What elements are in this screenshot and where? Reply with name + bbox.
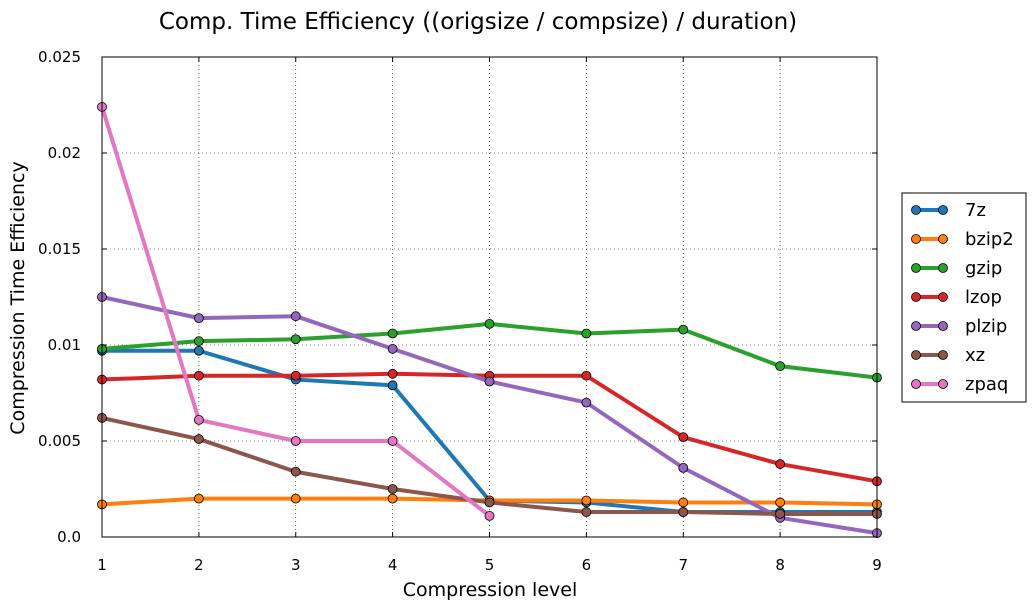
chart-title: Comp. Time Efficiency ((origsize / comps… bbox=[159, 9, 797, 35]
data-point bbox=[290, 466, 301, 477]
legend-label: bzip2 bbox=[965, 229, 1014, 250]
legend-marker bbox=[938, 292, 948, 302]
data-point bbox=[290, 436, 301, 446]
legend-marker bbox=[938, 379, 948, 389]
axes: 1 2 3 4 5 6 7 8 9 0.0 0.005 0.01 0.015 0.02 0.025 bbox=[38, 48, 882, 574]
data-point bbox=[387, 343, 398, 354]
data-point bbox=[290, 370, 301, 381]
data-point bbox=[290, 334, 301, 345]
x-tick-label: 5 bbox=[485, 556, 495, 574]
x-axis-label: Compression level bbox=[403, 579, 578, 601]
y-tick-label: 0.02 bbox=[48, 144, 81, 162]
x-tick-label: 9 bbox=[872, 556, 882, 574]
data-point bbox=[193, 336, 204, 347]
x-tick-label: 1 bbox=[97, 556, 107, 574]
data-point bbox=[678, 497, 689, 508]
legend-label: 7z bbox=[965, 200, 986, 221]
legend-marker bbox=[938, 234, 948, 244]
data-point bbox=[387, 436, 398, 446]
legend-marker bbox=[938, 321, 948, 331]
series-zpaq bbox=[97, 102, 495, 521]
y-tick-label: 0.025 bbox=[38, 48, 81, 66]
legend-marker bbox=[911, 234, 921, 244]
data-point bbox=[193, 345, 204, 356]
data-point bbox=[678, 507, 689, 517]
data-point bbox=[581, 397, 592, 408]
legend-item-zpaq: zpaq bbox=[911, 374, 1008, 395]
data-point bbox=[290, 493, 301, 504]
x-tick-label: 3 bbox=[291, 556, 301, 574]
legend-marker bbox=[911, 379, 921, 389]
data-point bbox=[581, 328, 592, 339]
x-tick-label: 6 bbox=[582, 556, 592, 574]
data-point bbox=[581, 370, 592, 381]
data-point bbox=[484, 497, 495, 508]
data-point bbox=[193, 434, 204, 444]
legend-marker bbox=[938, 263, 948, 273]
data-point bbox=[581, 495, 592, 506]
legend-item-7z: 7z bbox=[911, 200, 986, 221]
y-tick-label: 0.015 bbox=[38, 240, 81, 258]
x-tick-label: 8 bbox=[775, 556, 785, 574]
data-point bbox=[484, 510, 495, 521]
legend-item-plzip: plzip bbox=[911, 316, 1007, 337]
y-tick-label: 0.005 bbox=[38, 432, 81, 450]
data-point bbox=[775, 361, 786, 372]
data-point bbox=[387, 493, 398, 504]
x-tick-label: 2 bbox=[194, 556, 204, 574]
legend-marker bbox=[911, 350, 921, 360]
y-tick-label: 0.01 bbox=[48, 336, 81, 354]
legend-item-gzip: gzip bbox=[911, 258, 1002, 279]
data-point bbox=[484, 318, 495, 329]
x-tick-label: 4 bbox=[388, 556, 398, 574]
series-xz bbox=[97, 413, 882, 519]
legend-label: xz bbox=[965, 345, 985, 366]
data-point bbox=[387, 328, 398, 339]
legend-item-lzop: lzop bbox=[911, 287, 1002, 308]
legend-label: plzip bbox=[965, 316, 1007, 337]
series-layer bbox=[97, 102, 882, 539]
data-point bbox=[581, 507, 592, 517]
series-gzip bbox=[97, 318, 882, 383]
data-point bbox=[193, 493, 204, 504]
legend-item-xz: xz bbox=[911, 345, 985, 366]
legend-label: zpaq bbox=[965, 374, 1008, 395]
data-point bbox=[387, 368, 398, 379]
x-tick-label: 7 bbox=[678, 556, 688, 574]
grid-lines bbox=[102, 57, 877, 537]
data-point bbox=[290, 311, 301, 322]
legend-item-bzip2: bzip2 bbox=[911, 229, 1014, 250]
data-point bbox=[387, 380, 398, 391]
data-point bbox=[193, 313, 204, 324]
legend-marker bbox=[911, 205, 921, 215]
legend: 7z bzip2 gzip lzop plzip xz zpaq bbox=[901, 192, 1027, 403]
legend-label: gzip bbox=[965, 258, 1002, 279]
series-lzop bbox=[97, 368, 882, 487]
legend-marker bbox=[911, 263, 921, 273]
y-axis-label: Compression Time Efficiency bbox=[7, 161, 29, 434]
data-point bbox=[775, 497, 786, 508]
legend-marker bbox=[911, 292, 921, 302]
legend-marker bbox=[911, 321, 921, 331]
data-point bbox=[387, 484, 398, 494]
legend-label: lzop bbox=[965, 287, 1002, 308]
data-point bbox=[484, 376, 495, 387]
legend-marker bbox=[938, 350, 948, 360]
data-point bbox=[775, 509, 786, 519]
data-point bbox=[678, 462, 689, 473]
data-point bbox=[193, 414, 204, 425]
legend-marker bbox=[938, 205, 948, 215]
data-point bbox=[193, 370, 204, 381]
data-point bbox=[678, 432, 689, 443]
data-point bbox=[775, 459, 786, 469]
y-tick-label: 0.0 bbox=[57, 528, 81, 546]
data-point bbox=[678, 324, 689, 335]
